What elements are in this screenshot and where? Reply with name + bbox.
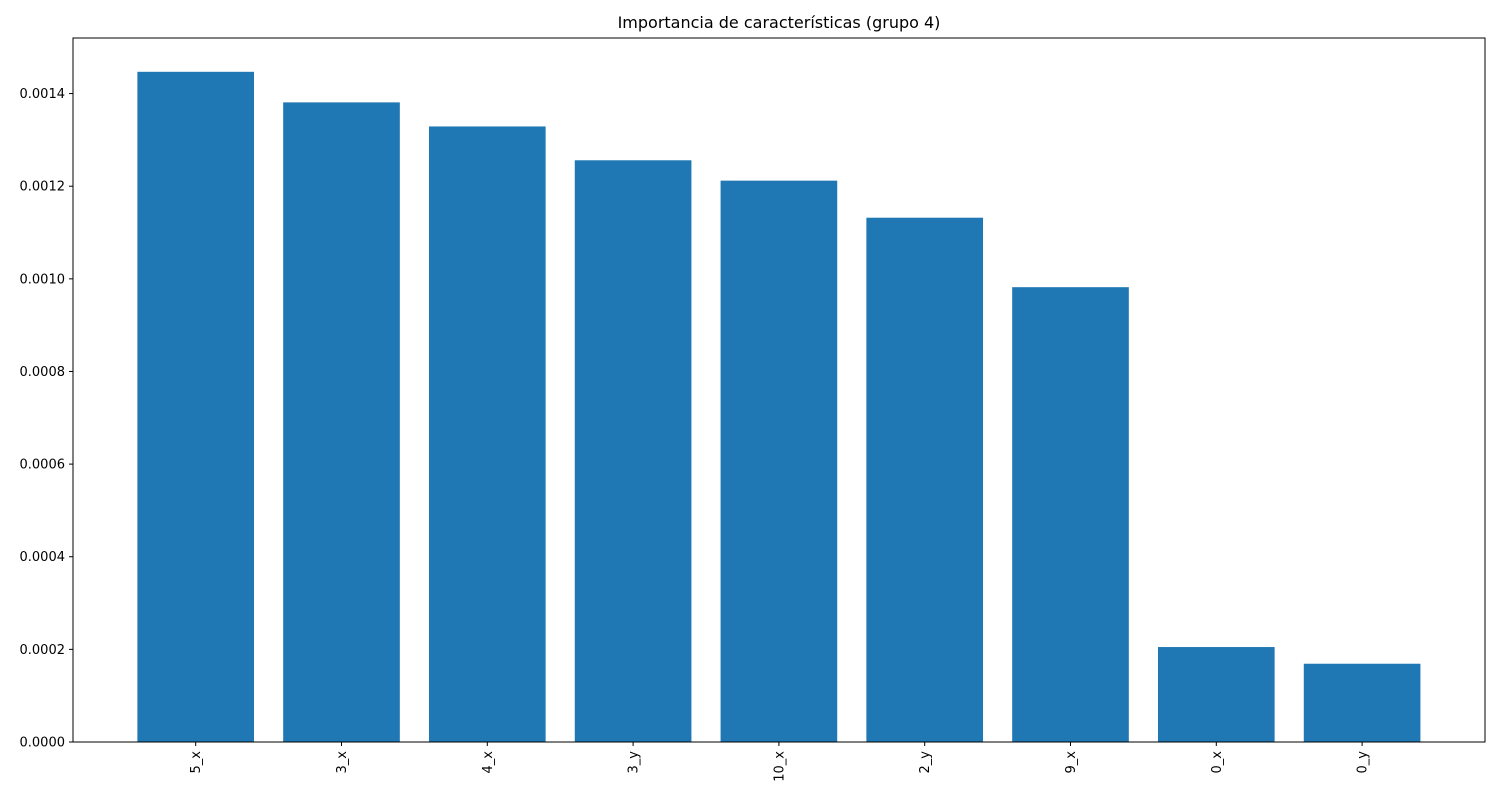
x-tick-label: 0_y [1356, 751, 1371, 774]
x-tick-label: 3_y [627, 751, 642, 774]
bar-0_x [1157, 647, 1275, 742]
bar-10_x [720, 180, 838, 742]
bar-2_y [866, 217, 984, 742]
y-axis: 0.0000 0.0002 0.0004 0.0006 0.0008 0.0010 0.00… [20, 87, 73, 751]
chart-title: Importancia de características (grupo 4) [618, 13, 941, 32]
x-tick-label: 2_y [918, 751, 933, 774]
x-tick-label: 4_x [481, 751, 496, 774]
y-tick-label: 0.0006 [20, 458, 66, 473]
y-tick-label: 0.0014 [20, 87, 66, 102]
y-tick-label: 0.0010 [20, 272, 66, 287]
x-tick-label: 3_x [335, 751, 350, 774]
bar-5_x [137, 71, 255, 742]
y-tick-label: 0.0008 [20, 365, 66, 380]
bar-9_x [1012, 287, 1129, 742]
bar-3_x [283, 102, 400, 742]
bar-4_x [428, 126, 546, 742]
y-tick-label: 0.0000 [20, 736, 66, 751]
y-tick-label: 0.0004 [20, 550, 66, 565]
x-tick-label: 0_x [1210, 751, 1225, 774]
bar-3_y [574, 160, 692, 742]
plot-frame [72, 37, 1486, 743]
bars-group [137, 71, 1421, 742]
y-tick-label: 0.0002 [20, 643, 66, 658]
x-tick-label: 9_x [1064, 751, 1079, 774]
x-axis: 5_x 3_x 4_x 3_y 10_x 2_y 9_x 0_x 0_y [189, 742, 1371, 782]
bar-0_y [1303, 663, 1421, 742]
x-tick-label: 10_x [772, 751, 787, 782]
y-tick-label: 0.0012 [20, 180, 66, 195]
x-tick-label: 5_x [189, 751, 204, 774]
